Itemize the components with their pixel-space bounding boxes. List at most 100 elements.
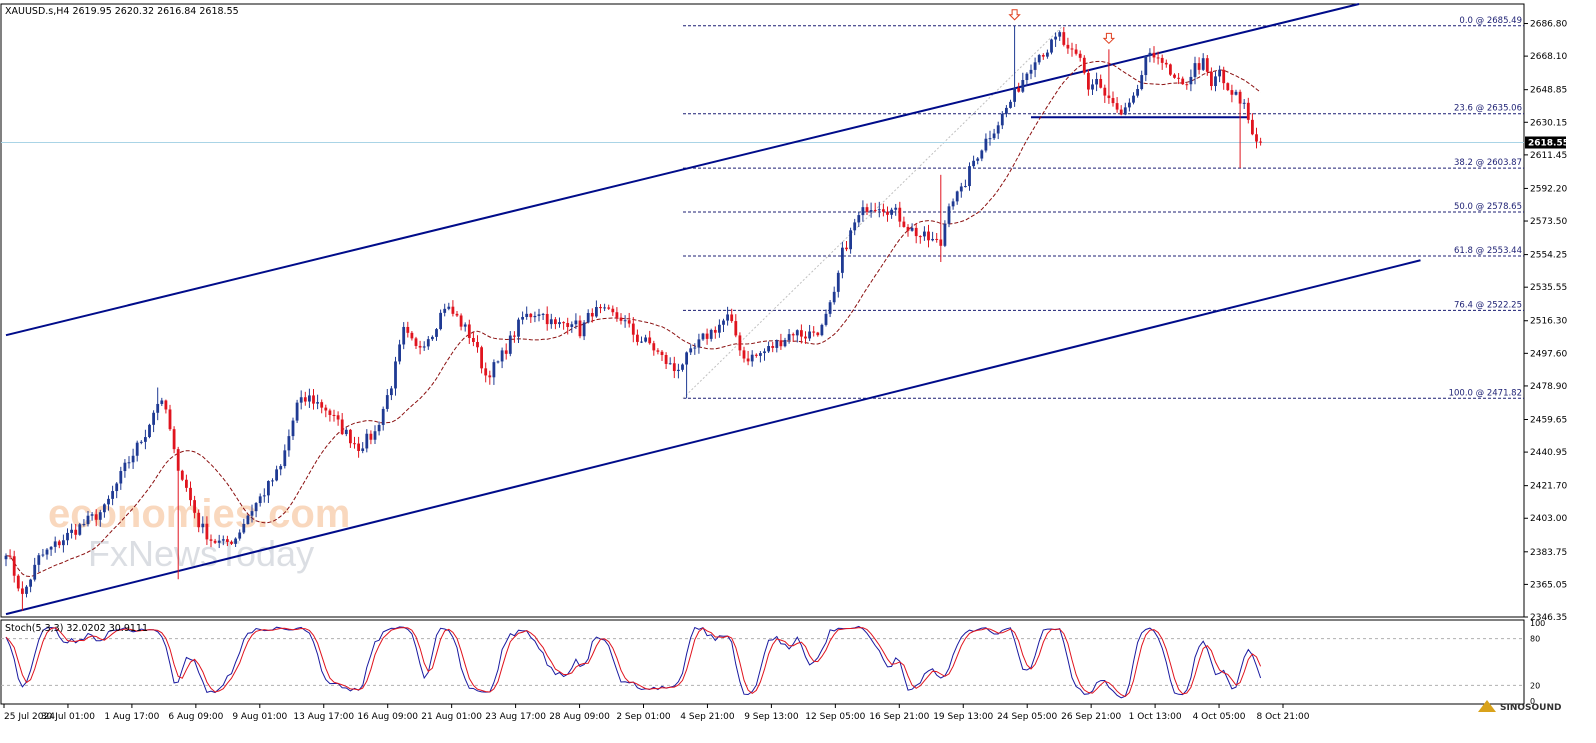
candle-body	[689, 348, 693, 353]
candle-body	[209, 539, 213, 541]
candle-body	[1156, 57, 1160, 59]
channel-lower-line	[5, 259, 1421, 616]
candle-body	[1041, 55, 1045, 57]
candle-body	[426, 339, 430, 347]
candle-body	[1078, 53, 1082, 58]
candle-body	[701, 333, 705, 340]
candle-body	[168, 409, 172, 430]
candle-body	[664, 355, 668, 364]
candle-body	[66, 532, 69, 541]
candle-body	[959, 186, 963, 192]
candle-body	[693, 347, 697, 349]
candle-body	[394, 361, 397, 389]
candle-body	[1251, 119, 1254, 135]
candle-body	[754, 354, 758, 356]
stoch-level-label: 100	[1530, 619, 1545, 628]
candle-body	[4, 555, 8, 560]
candle-body	[320, 402, 324, 408]
candle-body	[439, 312, 442, 330]
candle-body	[718, 324, 721, 333]
candle-body	[381, 408, 385, 425]
candle-body	[709, 329, 713, 339]
candle-body	[279, 466, 283, 470]
candle-body	[176, 449, 180, 471]
candle-body	[849, 230, 852, 250]
y-tick-label: 2459.65	[1530, 415, 1567, 425]
candle-body	[1144, 55, 1148, 76]
candle-body	[1238, 91, 1242, 104]
candle-body	[447, 306, 451, 309]
candle-body	[205, 523, 209, 540]
candle-body	[435, 329, 438, 337]
candle-body	[70, 529, 73, 533]
candle-body	[107, 498, 110, 505]
candle-body	[521, 316, 524, 320]
candle-body	[1029, 69, 1033, 74]
candle-body	[1091, 84, 1094, 90]
candle-body	[631, 323, 635, 335]
candle-body	[271, 480, 274, 482]
candle-body	[12, 556, 16, 576]
candle-body	[373, 431, 377, 440]
x-tick-label: 8 Oct 21:00	[1257, 712, 1310, 722]
candle-body	[652, 343, 656, 351]
candle-body	[554, 319, 557, 325]
candle-body	[16, 575, 20, 589]
logo-icon	[1478, 700, 1496, 712]
candle-body	[1164, 62, 1168, 65]
candle-body	[656, 350, 660, 352]
candle-body	[1185, 84, 1189, 86]
candle-body	[119, 471, 123, 484]
y-tick-label: 2346.35	[1530, 613, 1567, 623]
candle-body	[78, 524, 82, 535]
candle-body	[398, 344, 401, 362]
candle-body	[1218, 69, 1221, 77]
candle-body	[148, 424, 151, 438]
candle-body	[943, 223, 947, 246]
candle-body	[857, 215, 861, 223]
candle-body	[480, 347, 483, 369]
candle-body	[156, 403, 160, 413]
candle-body	[672, 363, 676, 372]
candle-body	[1017, 88, 1021, 92]
candle-body	[890, 209, 893, 215]
candle-body	[939, 239, 943, 246]
candle-body	[1119, 109, 1123, 115]
candle-body	[808, 331, 811, 339]
candle-body	[992, 133, 996, 139]
candle-body	[1062, 32, 1066, 45]
candle-body	[590, 312, 594, 317]
channel-upper-line	[5, 3, 1360, 337]
candle-body	[668, 363, 672, 365]
candle-body	[1210, 71, 1213, 87]
candle-body	[201, 523, 205, 528]
candle-body	[308, 395, 311, 402]
candle-body	[1234, 91, 1238, 95]
candle-body	[414, 338, 418, 346]
candle-body	[33, 564, 37, 580]
candle-body	[1070, 48, 1074, 50]
candle-body	[385, 395, 389, 409]
candle-body	[1128, 102, 1131, 108]
candle-body	[213, 540, 217, 543]
candle-body	[1222, 69, 1226, 84]
candle-body	[787, 334, 791, 340]
y-tick-label: 2365.05	[1530, 580, 1567, 590]
candle-body	[902, 221, 906, 227]
candle-body	[1246, 102, 1250, 120]
candle-body	[349, 429, 352, 444]
candle-body	[500, 350, 504, 362]
candle-body	[402, 326, 406, 345]
candle-body	[1013, 88, 1016, 102]
candle-body	[1000, 113, 1004, 126]
candle-body	[623, 320, 627, 322]
candle-body	[361, 448, 365, 452]
candle-body	[968, 166, 971, 187]
candle-body	[841, 247, 844, 273]
fib-label: 38.2 @ 2603.87	[1454, 158, 1522, 168]
candle-body	[410, 332, 414, 339]
candle-body	[476, 341, 479, 348]
candle-body	[484, 368, 488, 376]
